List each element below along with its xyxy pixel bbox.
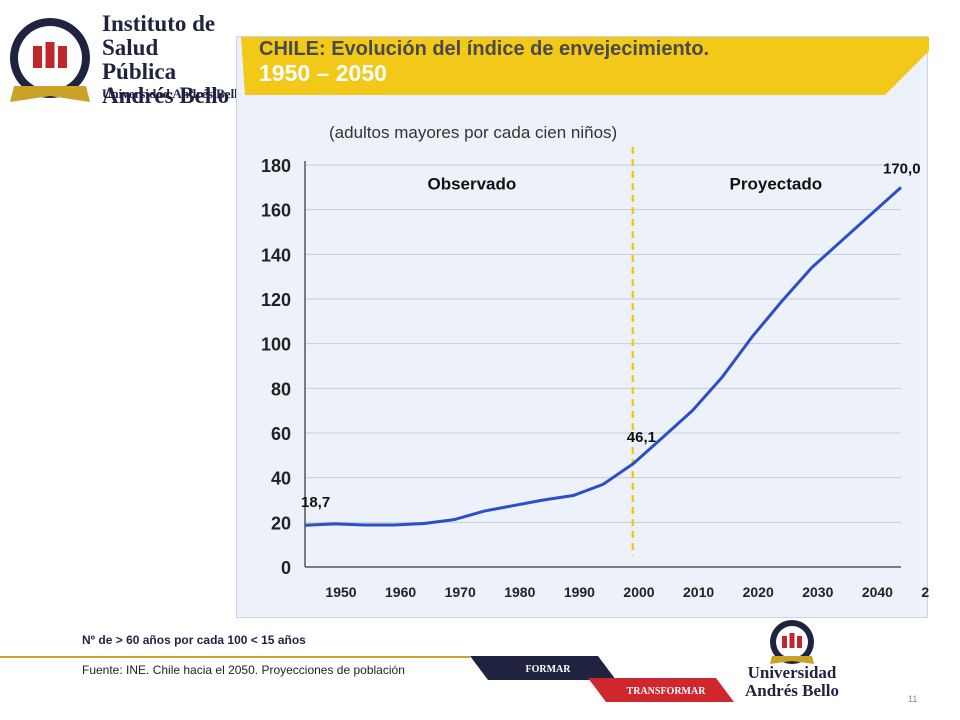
y-tick-label: 0 <box>281 558 291 578</box>
x-tick-label: 2040 <box>862 584 893 600</box>
chart-svg: CHILE: Evolución del índice de envejecim… <box>237 37 929 619</box>
series-layer <box>305 187 901 525</box>
x-tick-label: 2000 <box>623 584 654 600</box>
x-tick-label: 1970 <box>445 584 476 600</box>
university-logo: Universidad Andrés Bello <box>742 616 842 710</box>
x-tick-label: 1990 <box>564 584 595 600</box>
y-tick-label: 80 <box>271 379 291 399</box>
y-tick-label: 40 <box>271 469 291 489</box>
region-layer: Observado Proyectado <box>427 147 822 556</box>
y-tick-label: 160 <box>261 201 291 221</box>
institute-subtitle: Universidad Andrés Bello <box>102 86 244 102</box>
y-tick-label: 140 <box>261 245 291 265</box>
chart-title-line1: CHILE: Evolución del índice de envejecim… <box>259 38 709 60</box>
series-line <box>305 187 901 525</box>
chart-title-line2: 1950 – 2050 <box>259 60 387 86</box>
chart-subtitle: (adultos mayores por cada cien niños) <box>329 123 617 142</box>
university-name-line: Andrés Bello <box>744 682 840 700</box>
y-tick-label: 60 <box>271 424 291 444</box>
y-tick-label: 20 <box>271 513 291 533</box>
data-label: 46,1 <box>627 429 656 446</box>
y-tick-label: 100 <box>261 335 291 355</box>
university-name: Universidad Andrés Bello <box>744 664 840 700</box>
transformar-banner: TRANSFORMAR <box>588 678 738 702</box>
x-tick-label: 1960 <box>385 584 416 600</box>
institute-seal-icon <box>6 6 96 112</box>
institute-name-line: Instituto de <box>102 12 238 36</box>
y-tick-label: 120 <box>261 290 291 310</box>
x-tick-label: 1950 <box>325 584 356 600</box>
page-number: 11 <box>908 694 917 704</box>
university-name-line: Universidad <box>744 664 840 682</box>
region-label-projected: Proyectado <box>730 175 823 194</box>
x-tick-label: 2010 <box>683 584 714 600</box>
source-note: Fuente: INE. Chile hacia el 2050. Proyec… <box>82 662 427 678</box>
transformar-label: TRANSFORMAR <box>627 686 707 697</box>
footer-note: Nº de > 60 años por cada 100 < 15 años <box>82 633 306 647</box>
formar-banner: FORMAR <box>470 656 620 680</box>
x-tick-label: 2020 <box>743 584 774 600</box>
title-banner: CHILE: Evolución del índice de envejecim… <box>241 37 929 95</box>
x-tick-label: 2050 <box>921 584 929 600</box>
data-label: 18,7 <box>301 494 330 511</box>
x-tick-label: 2030 <box>802 584 833 600</box>
formar-label: FORMAR <box>526 664 572 675</box>
data-label: 170,0 <box>883 160 921 177</box>
region-label-observed: Observado <box>427 175 516 194</box>
university-seal-icon <box>742 616 842 666</box>
chart-panel: CHILE: Evolución del índice de envejecim… <box>236 36 928 618</box>
x-tick-label: 1980 <box>504 584 535 600</box>
footer-divider <box>0 656 470 658</box>
grid-layer <box>305 165 901 522</box>
institute-logo: Instituto de Salud Pública Andrés Bello … <box>6 6 238 112</box>
institute-name-line: Salud Pública <box>102 36 238 84</box>
y-tick-label: 180 <box>261 156 291 176</box>
label-layer: 18,7 46,1 170,0 <box>301 160 921 511</box>
